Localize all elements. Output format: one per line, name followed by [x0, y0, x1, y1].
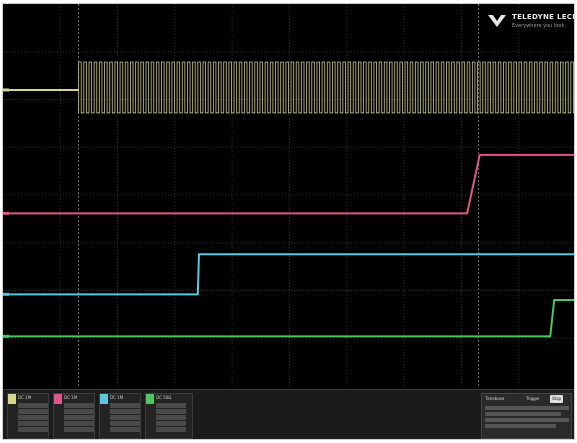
channel-2-color-tab: [54, 394, 62, 404]
oscilloscope-display: TELEDYNE LECROY Everywhere you look DC 1…: [2, 3, 575, 440]
acquisition-mode-badge[interactable]: Stop: [550, 395, 564, 403]
channel-3-readout: [110, 403, 140, 433]
timebase-trigger-descriptor[interactable]: Timebase Trigger Stop: [481, 393, 572, 439]
channel-4-label: DC 50Ω: [156, 395, 172, 400]
channel-1-readout: [18, 403, 48, 433]
ch4-trace: [3, 299, 574, 338]
channel-1-label: DC 1M: [18, 395, 32, 400]
channel-1-color-tab: [8, 394, 16, 404]
channel-1-descriptor[interactable]: DC 1M: [7, 393, 49, 439]
brand-tagline: Everywhere you look: [512, 23, 565, 29]
channel-4-descriptor[interactable]: DC 50Ω: [145, 393, 193, 439]
timebase-title: Timebase: [485, 396, 505, 401]
channel-4-color-tab: [146, 394, 154, 404]
channel-2-descriptor[interactable]: DC 1M: [53, 393, 95, 439]
ch1-trace-burst: [78, 61, 574, 114]
brand-logo: TELEDYNE LECROY Everywhere you look: [486, 12, 574, 34]
channel-3-descriptor[interactable]: DC 1M: [99, 393, 141, 439]
brand-name: TELEDYNE LECROY: [512, 13, 574, 21]
waveform-grid: [3, 4, 574, 386]
channel-2-label: DC 1M: [64, 395, 78, 400]
channel-3-color-tab: [100, 394, 108, 404]
ch2-trace: [3, 153, 574, 215]
brand-mark-icon: [488, 15, 506, 27]
timebase-readout: [485, 406, 569, 428]
trigger-title: Trigger: [526, 396, 540, 401]
channel-3-label: DC 1M: [110, 395, 124, 400]
channel-2-readout: [64, 403, 94, 433]
channel-4-readout: [156, 403, 186, 433]
channel-status-bar: DC 1M DC 1M DC 1M DC 50Ω Timebase Trigge: [3, 389, 574, 439]
ch3-trace: [3, 253, 574, 296]
